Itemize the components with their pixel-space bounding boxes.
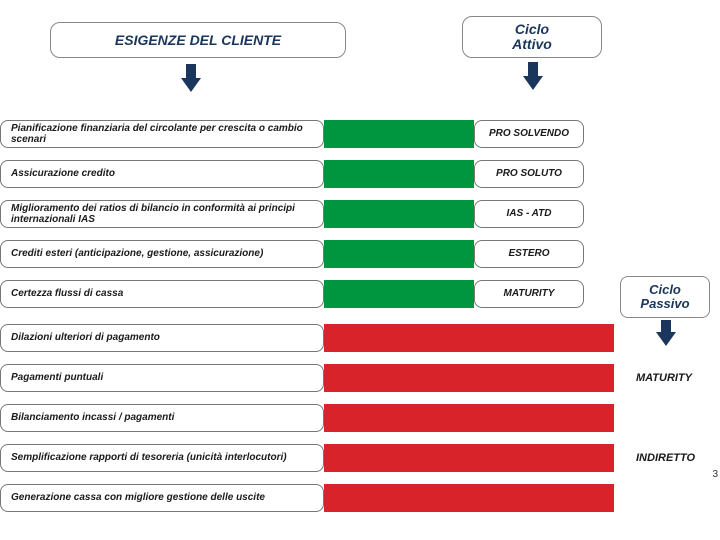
green-stripe [324,120,474,148]
green-row-right: IAS - ATD [474,200,584,228]
green-row-right: PRO SOLVENDO [474,120,584,148]
red-row: Generazione cassa con migliore gestione … [0,484,614,512]
green-row-left: Certezza flussi di cassa [0,280,324,308]
red-row: Pagamenti puntuali [0,364,614,392]
arrow-down-right-stem [528,62,538,76]
label-indiretto-right: INDIRETTO [636,452,695,464]
ciclo-passivo-line1: Ciclo [649,283,681,297]
red-stripe [324,444,614,472]
green-row: Assicurazione credito PRO SOLUTO [0,160,584,188]
green-stripe [324,160,474,188]
green-row-right: PRO SOLUTO [474,160,584,188]
ciclo-passivo-line2: Passivo [640,297,689,311]
green-row: Miglioramento dei ratios di bilancio in … [0,200,584,228]
label-maturity-right: MATURITY [636,372,692,384]
red-stripe [324,324,614,352]
red-stripe [324,364,614,392]
ciclo-passivo-box: Ciclo Passivo [620,276,710,318]
green-row-left: Assicurazione credito [0,160,324,188]
red-row-left: Pagamenti puntuali [0,364,324,392]
red-stripe [324,404,614,432]
arrow-down-passivo-head [656,332,676,346]
arrow-down-passivo-stem [661,320,671,332]
green-stripe [324,200,474,228]
green-row-right: ESTERO [474,240,584,268]
green-stripe [324,280,474,308]
ciclo-attivo-line1: Ciclo [515,22,549,37]
arrow-down-left-head [181,78,201,92]
red-row: Semplificazione rapporti di tesoreria (u… [0,444,614,472]
green-row: Crediti esteri (anticipazione, gestione,… [0,240,584,268]
green-stripe [324,240,474,268]
green-row-left: Crediti esteri (anticipazione, gestione,… [0,240,324,268]
page-number: 3 [712,469,718,480]
red-row: Dilazioni ulteriori di pagamento [0,324,614,352]
arrow-down-right-head [523,76,543,90]
arrow-down-left-stem [186,64,196,78]
green-row-right: MATURITY [474,280,584,308]
red-row-left: Generazione cassa con migliore gestione … [0,484,324,512]
green-row: Certezza flussi di cassa MATURITY [0,280,584,308]
red-row: Bilanciamento incassi / pagamenti [0,404,614,432]
header-esigenze: ESIGENZE DEL CLIENTE [50,22,346,58]
green-row: Pianificazione finanziaria del circolant… [0,120,584,148]
green-row-left: Pianificazione finanziaria del circolant… [0,120,324,148]
red-row-left: Semplificazione rapporti di tesoreria (u… [0,444,324,472]
red-row-left: Bilanciamento incassi / pagamenti [0,404,324,432]
green-row-left: Miglioramento dei ratios di bilancio in … [0,200,324,228]
red-stripe [324,484,614,512]
ciclo-attivo-line2: Attivo [512,37,552,52]
red-row-left: Dilazioni ulteriori di pagamento [0,324,324,352]
header-ciclo-attivo: Ciclo Attivo [462,16,602,58]
